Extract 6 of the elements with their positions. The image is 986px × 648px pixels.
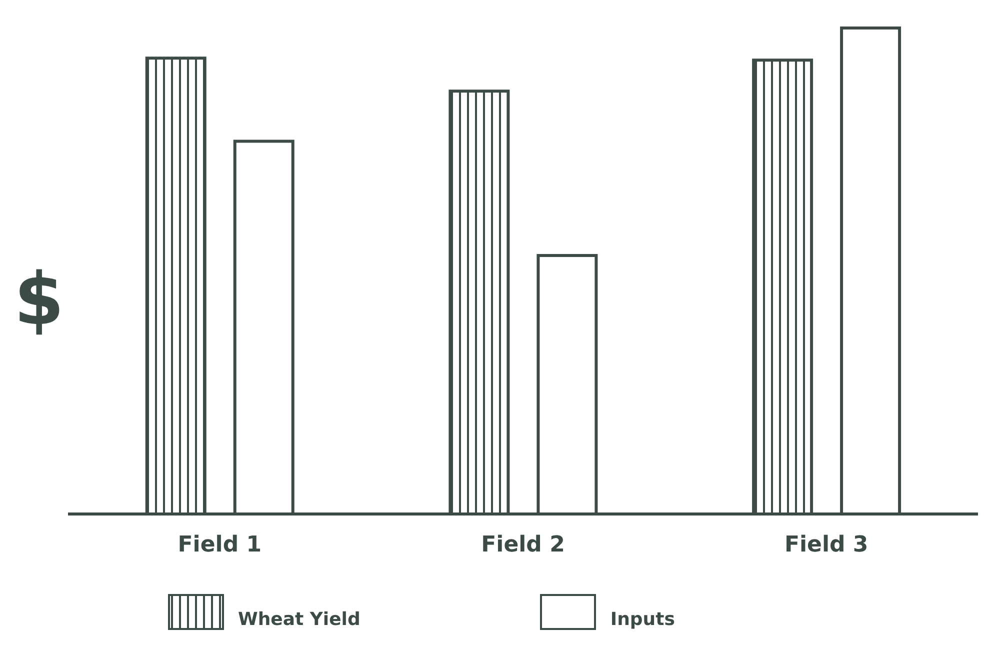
y-axis-title: $ bbox=[14, 257, 64, 341]
legend-label: Wheat Yield bbox=[238, 609, 360, 630]
legend-label: Inputs bbox=[610, 609, 675, 630]
x-tick-label: Field 1 bbox=[178, 532, 262, 558]
x-tick-label: Field 2 bbox=[481, 532, 565, 558]
x-tick-label: Field 3 bbox=[784, 532, 868, 558]
